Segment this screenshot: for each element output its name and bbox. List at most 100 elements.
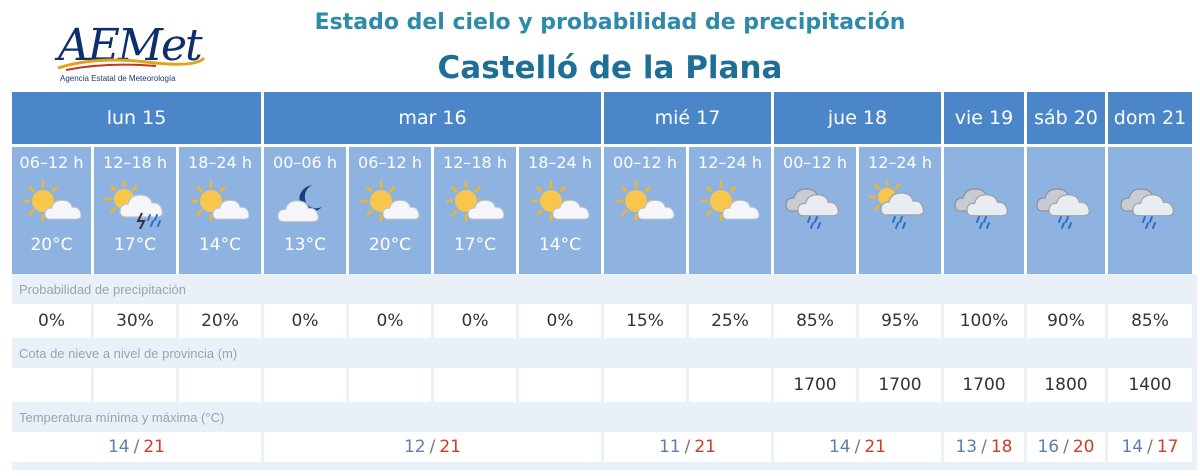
snow-level-value: 1700 <box>859 368 944 402</box>
temperature-separator: / <box>854 437 861 457</box>
period-label: 00–12 h <box>613 153 677 172</box>
temperature-max: 18 <box>990 437 1013 457</box>
precipitation-value: 25% <box>689 304 774 338</box>
period-cell: 12–18 h 17°C <box>94 147 179 274</box>
period-temperature: 14°C <box>198 235 241 255</box>
period-cell: 00–12 h <box>774 147 859 274</box>
logo-tagline: Agencia Estatal de Meteorología <box>60 74 176 83</box>
period-label: 12–18 h <box>103 153 167 172</box>
precipitation-value: 0% <box>434 304 519 338</box>
period-temperature: 13°C <box>283 235 326 255</box>
period-cell: 18–24 h 14°C <box>519 147 604 274</box>
day-header: mié 17 <box>604 92 774 144</box>
period-cell: 18–24 h 14°C <box>179 147 264 274</box>
day-header-row: lun 15 mar 16 mié 17 jue 18 vie 19 sáb 20 dom … <box>12 92 1197 144</box>
snow-level-value: 1800 <box>1027 368 1108 402</box>
period-cell: 06–12 h 20°C <box>349 147 434 274</box>
snow-level-value <box>94 368 179 402</box>
period-label: 00–12 h <box>783 153 847 172</box>
cloud-rain-icon <box>1117 181 1183 229</box>
temperature-max: 21 <box>864 437 886 457</box>
period-label: 06–12 h <box>19 153 84 172</box>
period-cell <box>1027 147 1108 274</box>
period-cell: 00–12 h <box>604 147 689 274</box>
period-cell: 12–24 h <box>689 147 774 274</box>
precipitation-value: 0% <box>12 304 94 338</box>
temperature-separator: / <box>1147 437 1153 457</box>
city-name: Castelló de la Plana <box>437 50 783 86</box>
period-cell <box>944 147 1027 274</box>
precipitation-value: 0% <box>264 304 349 338</box>
sun-cloud-storm-icon <box>102 179 168 230</box>
precipitation-label: Probabilidad de precipitación <box>12 274 1197 304</box>
temperature-minmax: 14/21 <box>774 432 944 462</box>
precipitation-row: 0% 30% 20% 0% 0% 0% 0% 15% 25% 85% 95% 100% 90% 85% <box>12 304 1197 338</box>
sun-cloud-icon <box>527 180 593 229</box>
period-temperature: 17°C <box>113 235 156 255</box>
snow-level-value: 1700 <box>774 368 859 402</box>
precipitation-value: 30% <box>94 304 179 338</box>
temperature-min: 13 <box>955 437 978 457</box>
snow-level-value <box>12 368 94 402</box>
period-label: 00–06 h <box>273 153 337 172</box>
snow-level-value <box>519 368 604 402</box>
day-header: mar 16 <box>264 92 604 144</box>
period-temperature: 14°C <box>538 235 581 255</box>
sun-cloud-icon <box>357 180 423 229</box>
period-temperature: 17°C <box>453 235 496 255</box>
temperature-minmax: 12/21 <box>264 432 604 462</box>
logo-swash-icon <box>57 56 206 71</box>
forecast-table: lun 15 mar 16 mié 17 jue 18 vie 19 sáb 20 dom … <box>12 92 1197 470</box>
temperature-min: 12 <box>403 437 426 457</box>
snow-level-value: 1700 <box>944 368 1027 402</box>
temperature-max: 17 <box>1156 437 1179 457</box>
temperature-row: 14/21 12/21 11/21 14/21 13/18 16/20 14/17 <box>12 432 1197 462</box>
temperature-min: 16 <box>1037 437 1060 457</box>
cloud-rain-icon <box>951 181 1017 229</box>
temperature-separator: / <box>981 437 987 457</box>
period-label: 12–18 h <box>443 153 507 172</box>
temperature-minmax: 16/20 <box>1027 432 1108 462</box>
sun-cloud-icon <box>442 180 508 229</box>
snow-level-value <box>689 368 774 402</box>
precipitation-value: 0% <box>519 304 604 338</box>
period-cell: 00–06 h 13°C <box>264 147 349 274</box>
period-cell: 12–24 h <box>859 147 944 274</box>
day-header: dom 21 <box>1108 92 1195 144</box>
cloud-rain-icon <box>1033 181 1099 229</box>
period-temperature: 20°C <box>30 235 73 255</box>
temperature-minmax: 14/17 <box>1108 432 1195 462</box>
temperature-separator: / <box>133 437 140 457</box>
snow-level-value <box>434 368 519 402</box>
day-header: sáb 20 <box>1027 92 1108 144</box>
sun-cloud-icon <box>697 180 763 229</box>
precipitation-value: 0% <box>349 304 434 338</box>
snow-level-value <box>349 368 434 402</box>
temperature-min: 14 <box>828 437 851 457</box>
period-label: 18–24 h <box>528 153 592 172</box>
temperature-max: 21 <box>439 437 461 457</box>
precipitation-value: 85% <box>1108 304 1195 338</box>
temperature-min: 14 <box>107 437 130 457</box>
temperature-label: Temperatura mínima y máxima (°C) <box>12 402 1197 432</box>
period-label: 12–24 h <box>868 153 932 172</box>
temperature-max: 21 <box>143 437 165 457</box>
snow-level-row: 1700 1700 1700 1800 1400 <box>12 368 1197 402</box>
temperature-minmax: 13/18 <box>944 432 1027 462</box>
sun-cloud-icon <box>187 180 253 229</box>
moon-cloud-icon <box>272 181 338 229</box>
snow-level-value <box>179 368 264 402</box>
snow-label: Cota de nieve a nivel de provincia (m) <box>12 338 1197 368</box>
day-header: vie 19 <box>944 92 1027 144</box>
temperature-separator: / <box>684 437 691 457</box>
cloud-rain-icon <box>782 181 848 229</box>
temperature-separator: / <box>429 437 436 457</box>
day-header: lun 15 <box>12 92 264 144</box>
precipitation-value: 85% <box>774 304 859 338</box>
period-temperature: 20°C <box>368 235 411 255</box>
sun-cloud-icon <box>19 180 85 229</box>
period-label: 06–12 h <box>358 153 422 172</box>
period-cell <box>1108 147 1195 274</box>
period-label: 12–24 h <box>698 153 762 172</box>
temperature-min: 14 <box>1121 437 1144 457</box>
